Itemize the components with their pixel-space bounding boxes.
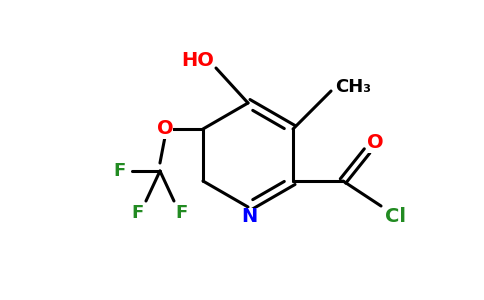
Text: F: F xyxy=(114,162,126,180)
Text: CH₃: CH₃ xyxy=(335,78,371,96)
Text: O: O xyxy=(157,119,173,139)
Text: N: N xyxy=(241,208,257,226)
Text: F: F xyxy=(132,204,144,222)
Text: O: O xyxy=(367,134,383,152)
Text: F: F xyxy=(176,204,188,222)
Text: HO: HO xyxy=(182,50,214,70)
Text: Cl: Cl xyxy=(384,206,406,226)
